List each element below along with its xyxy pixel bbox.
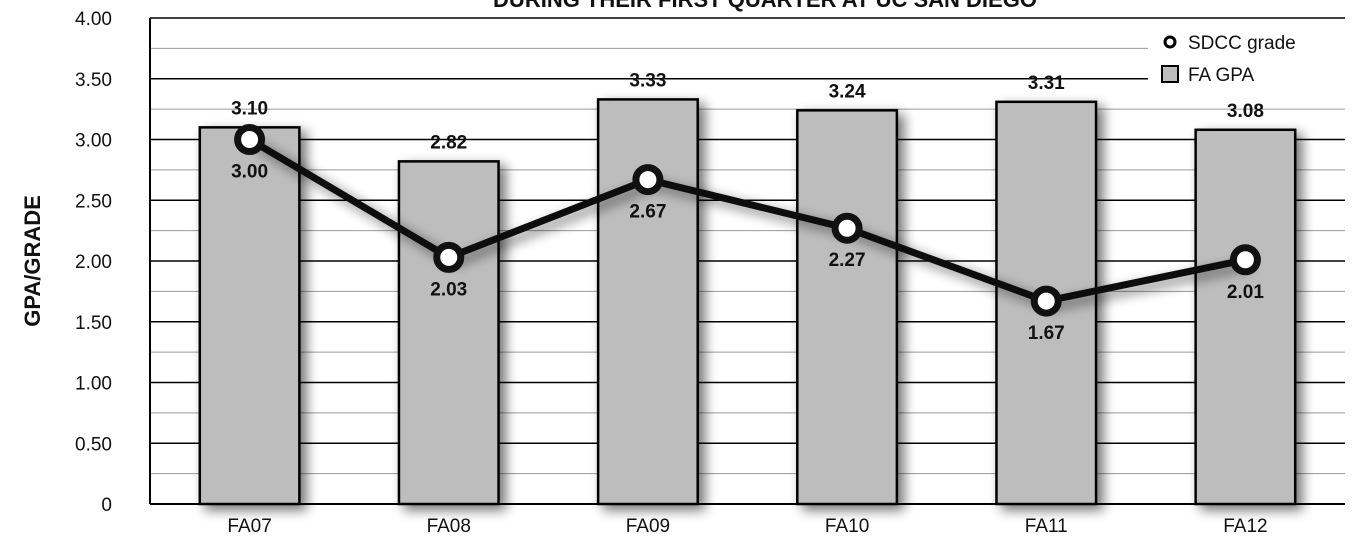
legend-bar-swatch-icon	[1161, 65, 1179, 83]
sdcc-point	[831, 212, 863, 244]
x-tick-label: FA12	[1223, 516, 1267, 537]
legend-line-marker-icon	[1163, 35, 1177, 49]
sdcc-point	[433, 241, 465, 273]
sdcc-point	[1229, 244, 1261, 276]
y-tick-label: 3.00	[75, 131, 112, 152]
y-tick-label: 2.00	[75, 252, 112, 273]
line-value-label: 2.27	[829, 250, 866, 271]
sdcc-line-path	[247, 136, 1247, 305]
y-tick-label: 1.00	[75, 374, 112, 395]
y-tick-label: 3.50	[75, 70, 112, 91]
y-tick-label: 2.50	[75, 191, 112, 212]
y-tick-label: 0	[101, 495, 112, 516]
legend-item-fa-gpa: FA GPA	[1188, 65, 1255, 86]
legend: SDCC grade FA GPA	[1148, 26, 1348, 92]
bar-value-label: 3.33	[629, 70, 666, 91]
bar-value-label: 3.24	[829, 81, 866, 102]
y-axis-label: GPA/GRADE	[20, 195, 45, 327]
x-tick-label: FA09	[626, 516, 670, 537]
sdcc-points	[234, 124, 1261, 317]
x-tick-label: FA07	[227, 516, 271, 537]
bar-value-label: 3.10	[231, 98, 268, 119]
y-tick-label: 0.50	[75, 434, 112, 455]
bars	[198, 98, 1297, 506]
sdcc-point	[632, 164, 664, 196]
x-tick-label: FA10	[825, 516, 869, 537]
chart-title: DURING THEIR FIRST QUARTER AT UC SAN DIE…	[493, 0, 1037, 12]
bar-value-label: 3.31	[1028, 73, 1065, 94]
sdcc-point	[1030, 285, 1062, 317]
x-tick-label: FA11	[1025, 516, 1068, 537]
y-tick-label: 1.50	[75, 313, 112, 334]
x-tick-label: FA08	[427, 516, 471, 537]
x-axis-ticks: FA07 FA08 FA09 FA10 FA11 FA12	[227, 516, 1267, 537]
gridlines	[150, 17, 1345, 475]
line-value-label: 2.01	[1227, 282, 1264, 303]
sdcc-point	[234, 124, 266, 155]
legend-item-sdcc: SDCC grade	[1188, 33, 1296, 54]
y-tick-label: 4.00	[75, 9, 112, 30]
bar-fa-gpa	[596, 98, 699, 506]
line-value-label: 2.03	[430, 279, 467, 300]
data-labels: 3.10 2.82 3.33 3.24 3.31 3.08 3.00 2.03 2.67 2.27…	[231, 70, 1264, 344]
line-value-label: 2.67	[629, 202, 666, 223]
bar-value-label: 2.82	[430, 132, 467, 153]
bar-fa-gpa	[397, 160, 500, 506]
sdcc-line	[247, 136, 1247, 305]
bar-fa-gpa	[198, 126, 301, 506]
y-axis-ticks: 0 0.50 1.00 1.50 2.00 2.50 3.00 3.50 4.00	[75, 9, 112, 516]
bar-value-label: 3.08	[1227, 101, 1264, 122]
line-value-label: 3.00	[231, 162, 268, 183]
line-value-label: 1.67	[1028, 323, 1065, 344]
bar-fa-gpa	[1194, 128, 1297, 506]
legend-bg	[1148, 26, 1348, 92]
bar-fa-gpa	[796, 109, 899, 506]
